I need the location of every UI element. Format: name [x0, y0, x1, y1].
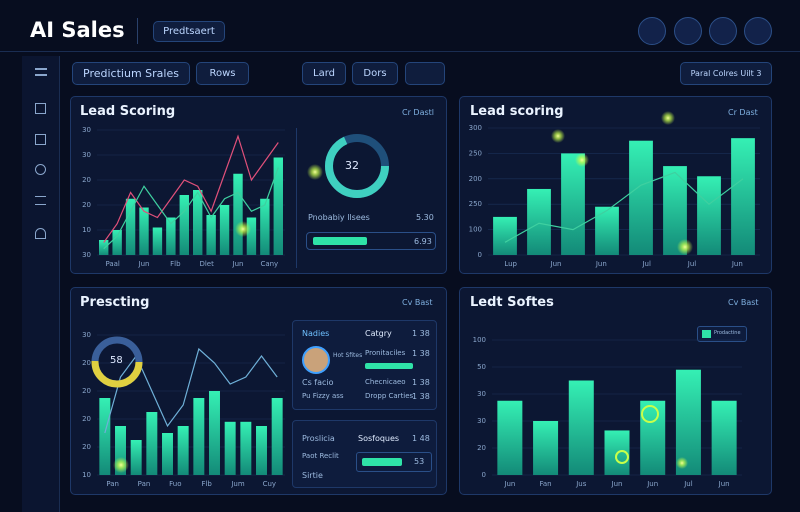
list-header: Nadies — [302, 329, 330, 338]
panel — [459, 96, 772, 274]
progress-value: 6.93 — [414, 237, 432, 246]
progress-track — [356, 452, 432, 472]
legend-label: Prodactine — [714, 330, 741, 336]
panel-link[interactable]: Cr Dastl — [402, 108, 435, 117]
tab[interactable]: Predictium Srales — [72, 62, 190, 85]
button[interactable] — [405, 62, 445, 85]
score-label: Pnobabiy llsees — [308, 213, 370, 222]
list-name: Hot Sfites — [333, 352, 363, 359]
nav-icon[interactable] — [35, 134, 46, 145]
list-category: Dropp Carties — [365, 392, 414, 400]
list-header: 1 38 — [412, 329, 430, 338]
progress-fill — [362, 458, 402, 466]
list-header: Catgry — [365, 329, 392, 338]
progress-fill — [313, 237, 367, 245]
panel-title: Prescting — [80, 295, 150, 310]
divider — [296, 128, 297, 268]
nav-icon[interactable] — [35, 228, 46, 239]
panel-title: Lead scoring — [470, 104, 564, 119]
sidebar — [22, 56, 60, 512]
nav-icon[interactable] — [35, 103, 46, 114]
summary-header: 1 48 — [412, 434, 430, 443]
legend-swatch — [702, 330, 711, 338]
progress-value: 53 — [414, 457, 425, 466]
icon-button[interactable] — [744, 17, 772, 45]
panel-link[interactable]: Cv Bast — [728, 298, 759, 307]
action-button[interactable]: Paral Colres Uilt 3 — [680, 62, 772, 85]
nav-icon[interactable] — [35, 196, 46, 205]
icon-button[interactable] — [638, 17, 666, 45]
score-value: 5.30 — [416, 213, 434, 222]
divider — [137, 18, 138, 44]
panel-title: Ledt Softes — [470, 295, 554, 310]
app-title: AI Sales — [30, 18, 125, 42]
panel — [459, 287, 772, 495]
summary-row: Sirtie — [302, 471, 323, 480]
filter[interactable]: Rows — [196, 62, 249, 85]
list-value: 1 38 — [412, 378, 430, 387]
list-value: 1 38 — [412, 392, 430, 401]
summary-box — [292, 420, 437, 488]
list-value: 1 38 — [412, 349, 430, 358]
list-bar — [365, 363, 413, 369]
menu-icon[interactable] — [35, 68, 47, 76]
panel-title: Lead Scoring — [80, 104, 176, 119]
list-name: Pu Fizzy ass — [302, 392, 344, 400]
button[interactable]: Dors — [352, 62, 398, 85]
header — [0, 0, 800, 52]
button[interactable]: Lard — [302, 62, 346, 85]
summary-header: Proslicia — [302, 434, 335, 443]
panel-link[interactable]: Cr Dast — [728, 108, 758, 117]
list-category: Pronitaciles — [365, 349, 406, 357]
icon-button[interactable] — [674, 17, 702, 45]
panel-link[interactable]: Cv Bast — [402, 298, 433, 307]
summary-header: Sosfoques — [358, 434, 400, 443]
icon-button[interactable] — [709, 17, 737, 45]
dropdown[interactable]: Predtsaert — [153, 21, 225, 42]
avatar — [302, 346, 330, 374]
progress-track — [306, 232, 436, 250]
nav-icon[interactable] — [35, 164, 46, 175]
list-name: Cs facio — [302, 378, 334, 387]
summary-row: Paot Reclit — [302, 452, 339, 460]
list-category: Checnicaeo — [365, 378, 406, 386]
